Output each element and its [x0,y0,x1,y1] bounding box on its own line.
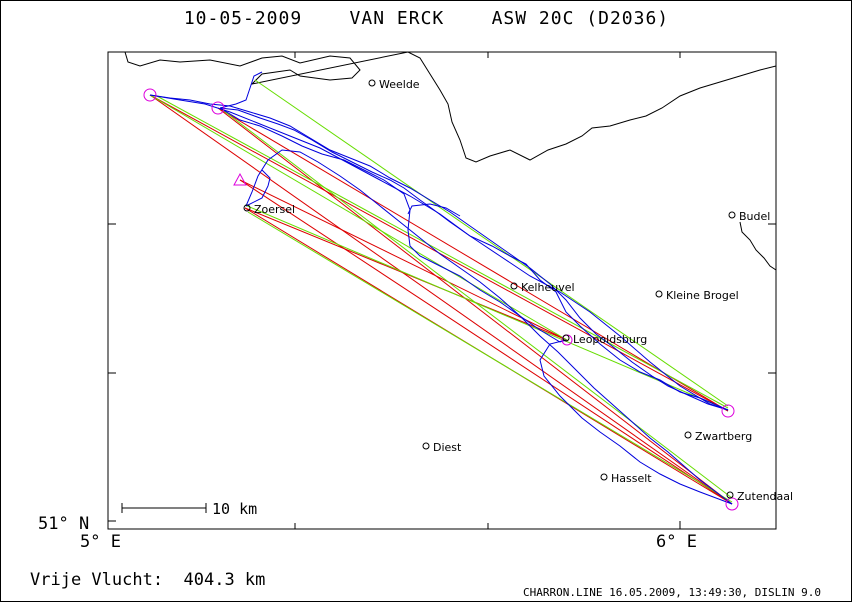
turnpoint-east [721,404,735,418]
town-marker [728,211,736,219]
town-markers: Weelde Zoersel Budel Kelheuvel Kleine Brogel… [243,78,793,503]
town-label: Zutendaal [737,490,793,503]
town-marker [726,491,734,499]
town-label: Hasselt [611,472,652,485]
lon-label-6e: 6° E [656,532,697,552]
town-marker [422,442,430,450]
town-marker [243,204,251,212]
task-legs [149,79,733,505]
town-label: Diest [433,441,462,454]
turnpoint-zutendaal [725,497,739,511]
turnpoint-2 [211,101,225,115]
town-label: Weelde [379,78,420,91]
town-label: Zwartberg [695,430,752,443]
map-border [107,51,777,530]
scale-label: 10 km [212,500,258,518]
town-marker [684,431,692,439]
turnpoint-start [143,88,157,102]
town-marker [368,79,376,87]
lat-label: 51° N [38,514,90,534]
country-border [124,51,777,163]
border-segment [739,221,777,271]
town-marker [510,282,518,290]
lon-label-5e: 5° E [80,532,121,552]
town-label: Kelheuvel [521,281,575,294]
footer-info: CHARRON.LINE 16.05.2009, 13:49:30, DISLI… [522,586,821,599]
page-title: 10-05-2009 VAN ERCK ASW 20C (D2036) [183,8,670,29]
town-marker [562,334,570,342]
town-label: Budel [739,210,770,223]
town-label: Leopoldsburg [573,333,647,346]
scale-bar [121,503,207,513]
town-marker [600,473,608,481]
distance-summary: Vrije Vlucht: 404.3 km [30,570,266,590]
town-label: Zoersel [254,203,295,216]
flight-track [149,71,733,505]
turnpoints [143,88,739,511]
town-label: Kleine Brogel [666,289,739,302]
axis-ticks [108,52,776,529]
town-marker [655,290,663,298]
finish-triangle [233,172,247,186]
